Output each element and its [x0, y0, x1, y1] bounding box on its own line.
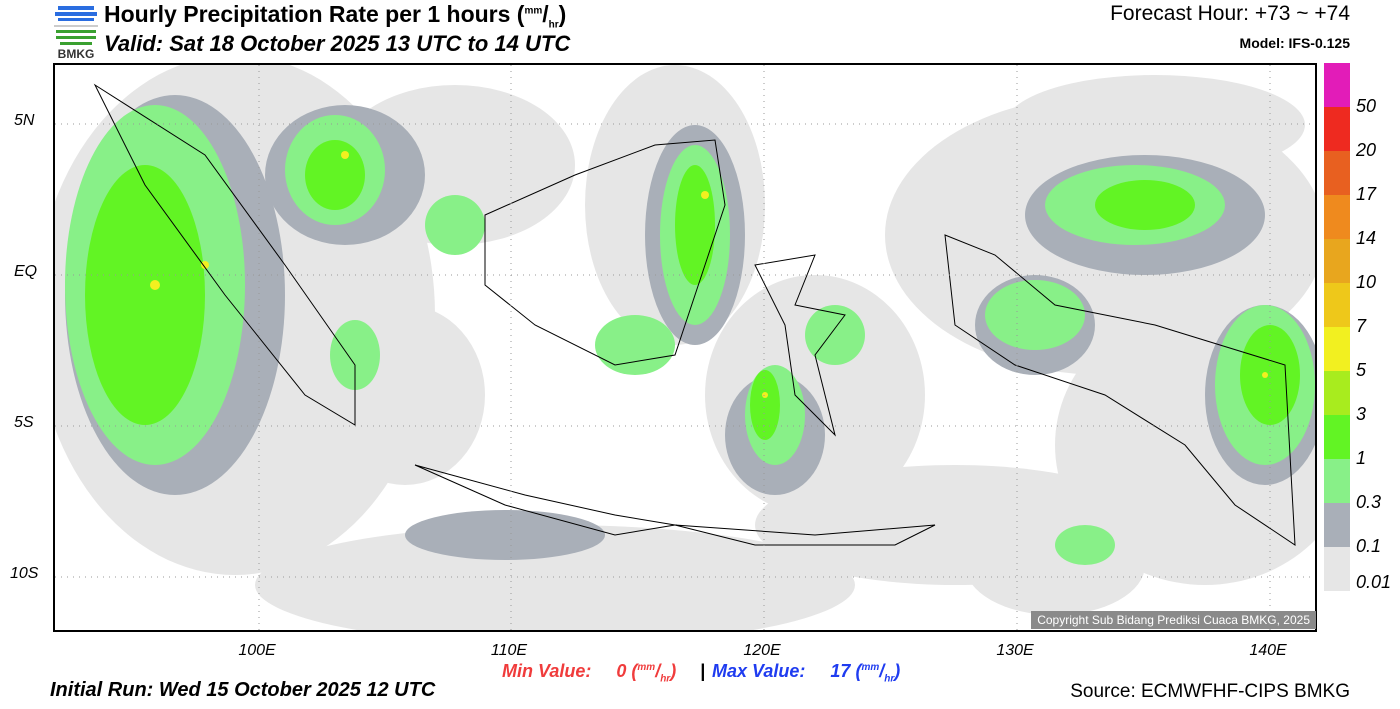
heavy-rain-areas: [85, 140, 1300, 440]
lon-tick-100e: 100E: [238, 642, 276, 659]
legend-swatch: [1324, 327, 1350, 371]
legend-label: 5: [1356, 360, 1367, 380]
legend-swatch: [1324, 459, 1350, 503]
model-name: Model: IFS-0.125: [1239, 35, 1350, 51]
legend-swatch: [1324, 503, 1350, 547]
lon-tick-140e: 140E: [1249, 642, 1287, 659]
legend-label: 14: [1356, 228, 1377, 248]
legend-swatch: [1324, 283, 1350, 327]
lon-tick-130e: 130E: [996, 642, 1034, 659]
legend-swatch: [1324, 195, 1350, 239]
valid-time: Valid: Sat 18 October 2025 13 UTC to 14 …: [104, 31, 571, 56]
separator: |: [700, 661, 706, 681]
initial-run: Initial Run: Wed 15 October 2025 12 UTC: [50, 679, 436, 701]
legend-label: 17: [1356, 184, 1377, 204]
legend-label: 0.01: [1356, 572, 1392, 592]
precipitation-map: [53, 63, 1317, 632]
legend-swatch: [1324, 239, 1350, 283]
legend-label: 50: [1356, 96, 1377, 116]
legend-label: 1: [1356, 448, 1367, 468]
data-source: Source: ECMWFHF-CIPS BMKG: [1070, 681, 1350, 702]
lon-tick-120e: 120E: [743, 642, 781, 659]
legend-swatch: [1324, 415, 1350, 459]
legend-swatch: [1324, 63, 1350, 107]
copyright-notice: Copyright Sub Bidang Prediksi Cuaca BMKG…: [1031, 611, 1316, 629]
legend-label: 3: [1356, 404, 1367, 424]
legend-label: 7: [1356, 316, 1367, 336]
min-value: Min Value: 0 (mm/hr): [502, 661, 677, 685]
lat-tick-5s: 5S: [14, 414, 34, 431]
gridlines: [55, 65, 1315, 630]
bmkg-logo: BMKG: [52, 2, 100, 61]
svg-text:BMKG: BMKG: [58, 47, 95, 60]
chart-title: Hourly Precipitation Rate per 1 hours (m…: [104, 1, 567, 31]
legend-label: 0.1: [1356, 536, 1382, 556]
lat-tick-eq: EQ: [14, 263, 38, 280]
legend-swatch: [1324, 371, 1350, 415]
legend-swatch: [1324, 151, 1350, 195]
forecast-hour: Forecast Hour: +73 ~ +74: [1110, 2, 1350, 25]
lat-tick-10s: 10S: [10, 565, 39, 582]
legend-label: 10: [1356, 272, 1377, 292]
lon-tick-110e: 110E: [490, 642, 528, 659]
max-value: Max Value: 17 (mm/hr): [712, 661, 901, 685]
lat-tick-5n: 5N: [14, 112, 35, 129]
legend-swatch: [1324, 107, 1350, 151]
legend-label: 0.3: [1356, 492, 1382, 512]
legend-label: 20: [1356, 140, 1377, 160]
color-legend: [1324, 63, 1350, 591]
coastlines: [93, 83, 1296, 546]
legend-swatch: [1324, 547, 1350, 591]
intense-rain-spots: [150, 151, 1268, 398]
